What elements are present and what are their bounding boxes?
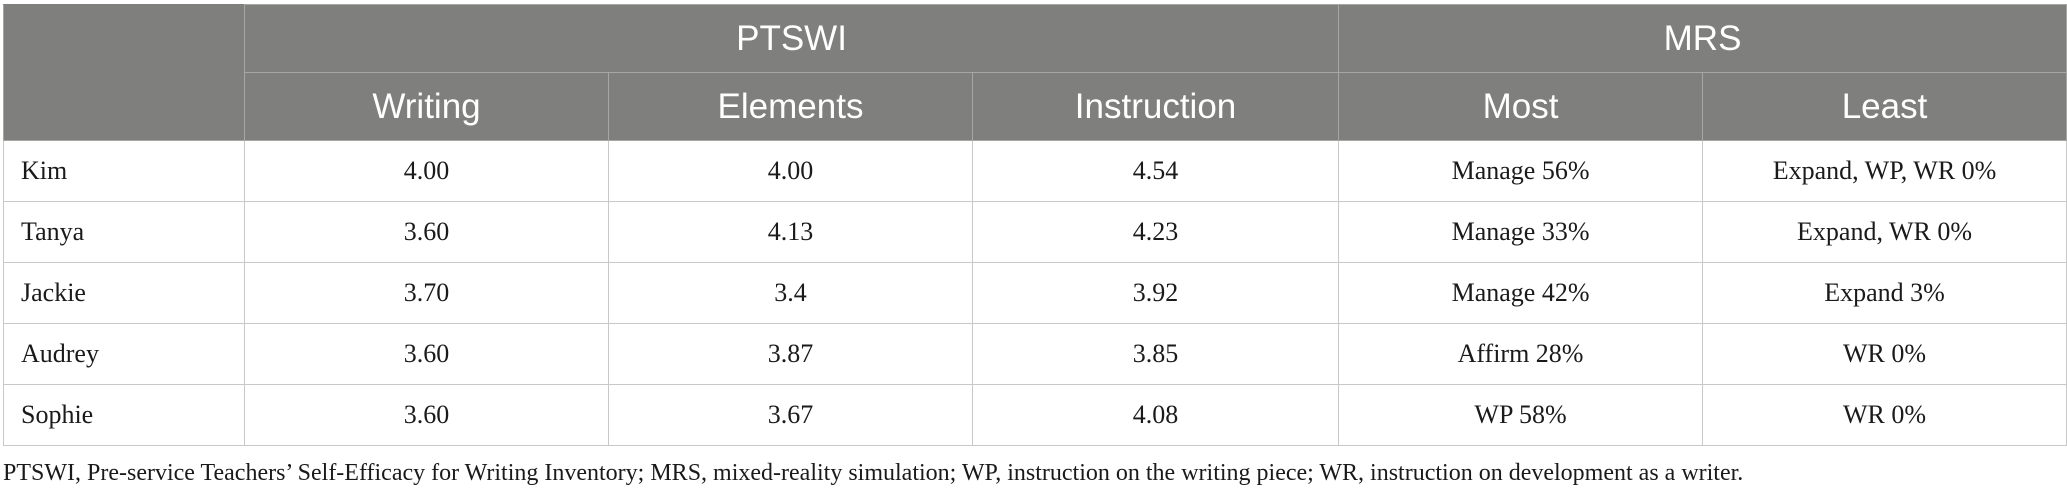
cell-instruction: 4.08 — [971, 384, 1340, 446]
cell-writing: 3.70 — [244, 262, 609, 324]
sub-header-row: Writing Elements Instruction Most Least — [4, 72, 2067, 141]
col-header-writing: Writing — [244, 72, 609, 141]
cell-most: Manage 42% — [1338, 262, 1704, 324]
col-header-elements: Elements — [608, 72, 973, 141]
cell-elements: 4.13 — [608, 201, 973, 263]
cell-instruction: 3.92 — [971, 262, 1340, 324]
col-header-instruction: Instruction — [971, 72, 1340, 141]
group-header-row: PTSWI MRS — [3, 4, 2067, 141]
cell-least: Expand 3% — [1702, 262, 2067, 324]
cell-elements: 3.4 — [608, 262, 973, 324]
row-name: Tanya — [3, 201, 245, 263]
cell-writing: 3.60 — [244, 201, 609, 263]
cell-most: WP 58% — [1338, 384, 1704, 446]
table-row: Tanya 3.60 4.13 4.23 Manage 33% Expand, … — [3, 201, 2067, 263]
group-header-ptswi: PTSWI — [243, 4, 1340, 73]
cell-least: WR 0% — [1702, 323, 2067, 385]
table-row: Jackie 3.70 3.4 3.92 Manage 42% Expand 3… — [3, 262, 2067, 324]
cell-most: Affirm 28% — [1338, 323, 1704, 385]
cell-elements: 4.00 — [608, 140, 973, 202]
cell-most: Manage 56% — [1338, 140, 1704, 202]
col-header-least: Least — [1702, 72, 2067, 141]
col-header-most: Most — [1338, 72, 1704, 141]
row-name: Jackie — [3, 262, 245, 324]
table-row: Sophie 3.60 3.67 4.08 WP 58% WR 0% — [3, 384, 2067, 446]
cell-elements: 3.87 — [608, 323, 973, 385]
cell-most: Manage 33% — [1338, 201, 1704, 263]
cell-writing: 4.00 — [244, 140, 609, 202]
table-footnote: PTSWI, Pre-service Teachers’ Self-Effica… — [3, 460, 1744, 486]
table-row: Kim 4.00 4.00 4.54 Manage 56% Expand, WP… — [3, 140, 2067, 202]
row-name: Kim — [3, 140, 245, 202]
cell-instruction: 4.23 — [971, 201, 1340, 263]
cell-least: Expand, WR 0% — [1702, 201, 2067, 263]
group-header-mrs: MRS — [1338, 4, 2067, 73]
cell-elements: 3.67 — [608, 384, 973, 446]
cell-instruction: 3.85 — [971, 323, 1340, 385]
results-table: PTSWI MRS Writing Elements Instruction M… — [3, 4, 2067, 446]
cell-least: Expand, WP, WR 0% — [1702, 140, 2067, 202]
cell-instruction: 4.54 — [971, 140, 1340, 202]
cell-writing: 3.60 — [244, 323, 609, 385]
cell-writing: 3.60 — [244, 384, 609, 446]
row-name: Audrey — [3, 323, 245, 385]
table-row: Audrey 3.60 3.87 3.85 Affirm 28% WR 0% — [3, 323, 2067, 385]
row-name: Sophie — [3, 384, 245, 446]
corner-header-cell — [3, 4, 245, 141]
cell-least: WR 0% — [1702, 384, 2067, 446]
